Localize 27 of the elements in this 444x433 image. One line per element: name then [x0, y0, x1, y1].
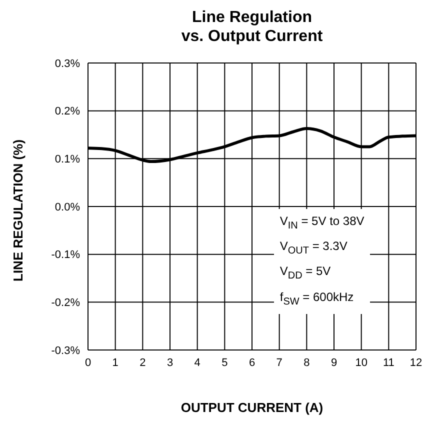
- annotation: f$_{SW}$ = 600kHz: [280, 288, 355, 310]
- x-axis-title: OUTPUT CURRENT (A): [180, 400, 324, 415]
- y-tick-label: -0.3%: [51, 344, 80, 357]
- x-tick-label: 4: [194, 356, 200, 369]
- y-tick-label: -0.2%: [51, 297, 80, 310]
- x-tick-label: 2: [140, 356, 146, 369]
- x-tick-label: 7: [276, 356, 282, 369]
- x-tick-label: 10: [355, 356, 368, 369]
- annotation: V$_{OUT}$ = 3.3V: [280, 238, 348, 258]
- x-tick-label: 8: [304, 356, 310, 369]
- chart-title: Line Regulation vs. Output Current: [180, 8, 324, 46]
- y-tick-label: 0.0%: [54, 201, 80, 214]
- y-tick-label: -0.1%: [51, 249, 80, 262]
- x-tick-label: 5: [222, 356, 228, 369]
- x-tick-label: 1: [112, 356, 118, 369]
- x-tick-label: 9: [330, 356, 338, 369]
- x-tick-label: 0: [84, 356, 92, 369]
- y-tick-label: 0.1%: [54, 154, 80, 166]
- annotation: V$_{DD}$ = 5V: [280, 263, 332, 284]
- x-tick-label: 11: [382, 356, 394, 369]
- y-axis-title: LINE REGULATION (%): [10, 139, 26, 282]
- annotation: V$_{IN}$ = 5V to 38V: [280, 212, 364, 233]
- y-tick-label: 0.3%: [54, 58, 80, 70]
- x-tick-label: 3: [166, 356, 174, 369]
- x-tick-label: 6: [248, 356, 256, 369]
- y-tick-label: 0.2%: [54, 106, 80, 118]
- x-tick-label: 12: [410, 356, 422, 369]
